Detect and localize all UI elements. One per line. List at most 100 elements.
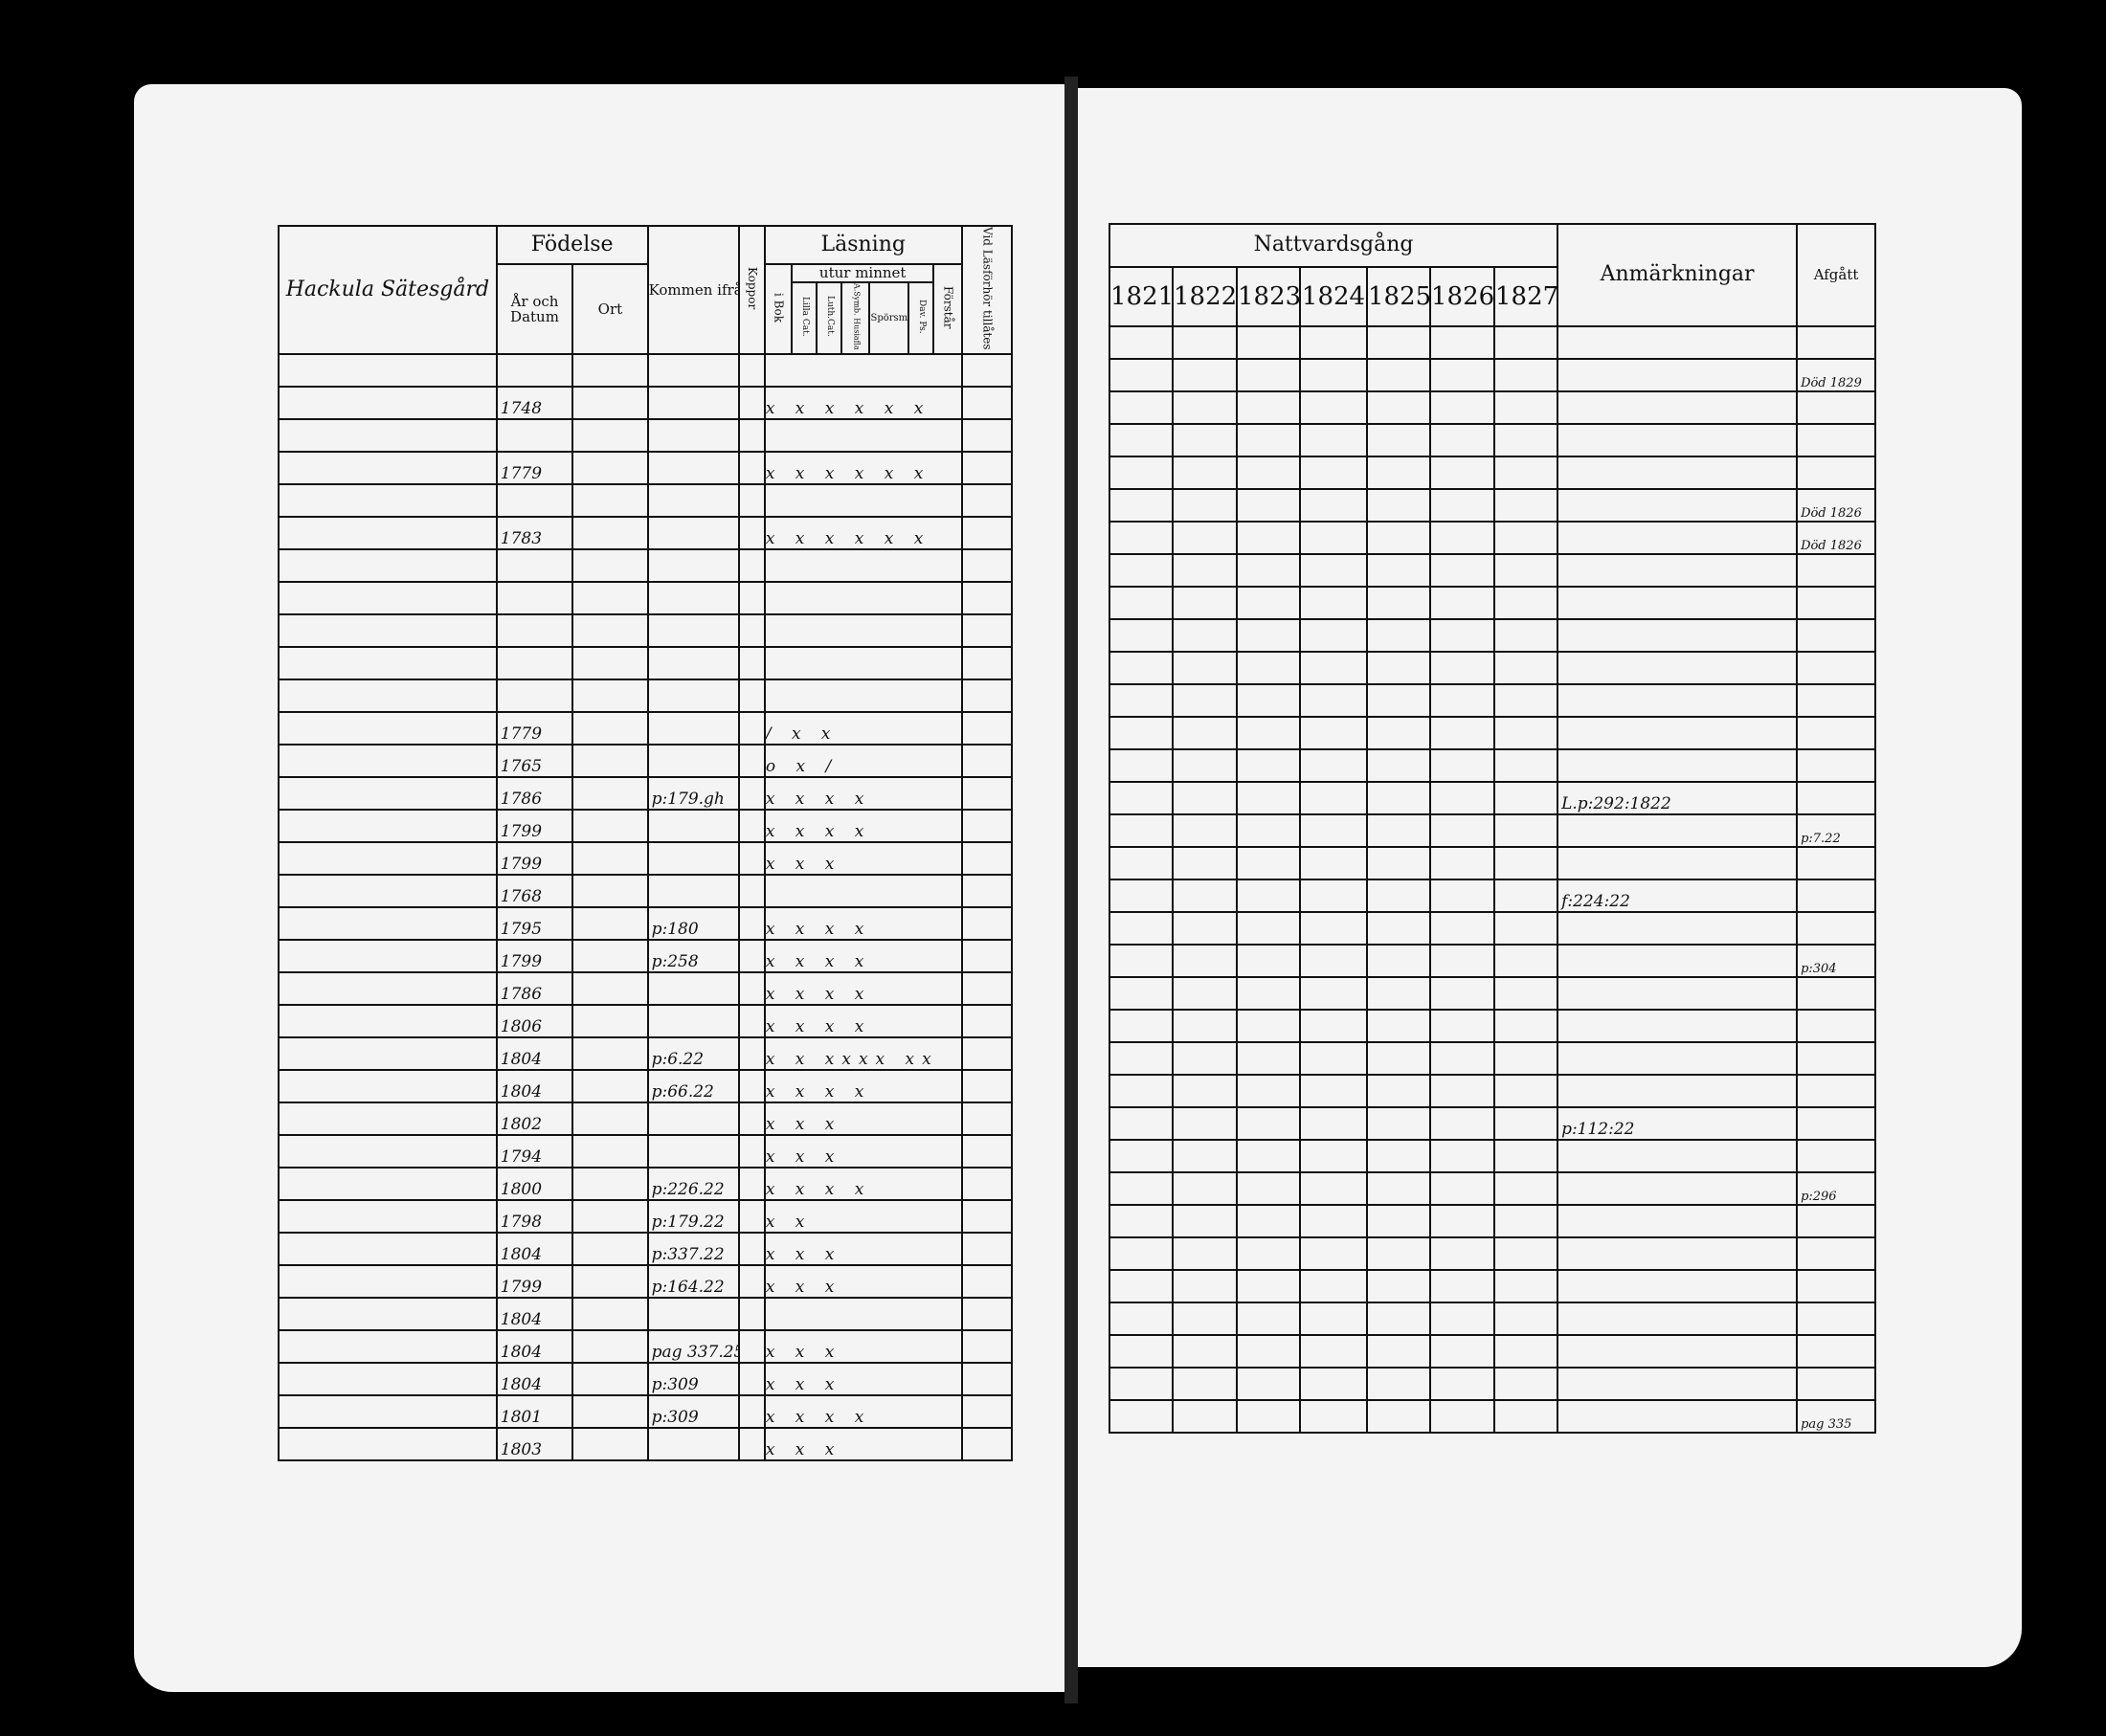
communion-cell (1109, 390, 1174, 425)
communion-cell (1236, 358, 1301, 392)
birth-place-cell (571, 1167, 649, 1202)
smallpox-cell (737, 386, 766, 421)
remarks-cell (1557, 1041, 1799, 1076)
reading-marks-cell (763, 548, 963, 584)
person-name-cell (278, 1167, 498, 1202)
remarks-cell (1557, 911, 1799, 946)
departed-cell (1796, 1204, 1877, 1238)
communion-cell (1366, 1139, 1431, 1173)
smallpox-cell (737, 939, 766, 974)
person-name-cell (278, 809, 498, 844)
communion-cell (1299, 618, 1368, 653)
person-name-cell (278, 1232, 498, 1267)
communion-cell (1172, 1106, 1238, 1141)
communion-cell (1236, 879, 1301, 913)
departed-cell: Död 1826 (1796, 521, 1877, 555)
departed-cell (1796, 1367, 1877, 1401)
communion-cell (1172, 1236, 1238, 1271)
communion-cell (1236, 423, 1301, 457)
person-name-cell (278, 1004, 498, 1039)
table-row: pag 335 (1109, 1399, 1877, 1434)
table-row (278, 613, 1014, 649)
table-row (1109, 1041, 1877, 1076)
departed-cell (1796, 618, 1877, 653)
communion-cell (1109, 846, 1174, 880)
communion-cell (1172, 1334, 1238, 1369)
table-row: p:112:22 (1109, 1106, 1877, 1141)
table-row (1109, 846, 1877, 880)
person-name-cell (278, 744, 498, 779)
communion-cell (1429, 521, 1495, 555)
table-row (278, 483, 1014, 519)
reading-marks-cell: x x x (763, 1362, 963, 1397)
birth-year-cell: 1765 (495, 744, 574, 779)
communion-cell (1236, 1009, 1301, 1043)
came-from-cell (646, 1004, 740, 1039)
smallpox-cell (737, 679, 766, 714)
reading-marks-cell: x x x x (763, 776, 963, 812)
table-row (1109, 1367, 1877, 1401)
table-row (1109, 976, 1877, 1011)
table-row (278, 646, 1014, 681)
person-name-cell (278, 613, 498, 649)
reading-marks-cell: x x x x (763, 1167, 963, 1202)
smallpox-cell (737, 516, 766, 551)
reading-marks-cell (763, 679, 963, 714)
birth-place-cell (571, 451, 649, 486)
communion-cell (1492, 846, 1559, 880)
birth-place-cell (571, 516, 649, 551)
table-row (1109, 618, 1877, 653)
birth-place-cell (571, 744, 649, 779)
birth-place-cell (571, 809, 649, 844)
communion-cell (1172, 488, 1238, 523)
communion-cell (1366, 1009, 1431, 1043)
in-book-header: i Bok (763, 262, 794, 356)
communion-cell (1236, 488, 1301, 523)
communion-cell (1172, 1041, 1238, 1076)
communion-cell (1492, 423, 1559, 457)
table-row: 1803 x x x (278, 1427, 1014, 1462)
departed-cell (1796, 553, 1877, 588)
communion-cell (1366, 1171, 1431, 1206)
communion-cell (1109, 781, 1174, 815)
communion-cell (1492, 1334, 1559, 1369)
table-row: L.p:292:1822 (1109, 781, 1877, 815)
smallpox-cell (737, 1134, 766, 1169)
departed-cell (1796, 1269, 1877, 1303)
person-name-cell (278, 1036, 498, 1072)
admitted-cell (960, 451, 1014, 486)
communion-cell (1492, 1367, 1559, 1401)
admitted-cell (960, 1394, 1014, 1430)
communion-cell (1236, 683, 1301, 718)
departed-cell: p:304 (1796, 944, 1877, 978)
reading-marks-cell: x x x x x x (763, 451, 963, 486)
communion-cell (1236, 716, 1301, 750)
communion-cell (1492, 944, 1559, 978)
communion-cell (1366, 1399, 1431, 1434)
communion-cell (1366, 586, 1431, 620)
person-name-cell (278, 451, 498, 486)
person-name-cell (278, 548, 498, 584)
birth-year-cell (495, 483, 574, 519)
table-row: 1799 x x x (278, 841, 1014, 877)
remarks-cell (1557, 976, 1799, 1011)
admitted-cell (960, 1069, 1014, 1104)
reading-marks-cell (763, 1297, 963, 1332)
birth-place-cell (571, 613, 649, 649)
communion-cell (1299, 1269, 1368, 1303)
person-name-cell (278, 711, 498, 746)
table-row (1109, 586, 1877, 620)
communion-cell (1366, 976, 1431, 1011)
communion-cell (1492, 1399, 1559, 1434)
communion-year-header: 1825 (1366, 266, 1431, 327)
table-row: Död 1826 (1109, 521, 1877, 555)
communion-cell (1236, 781, 1301, 815)
communion-cell (1109, 1106, 1174, 1141)
smallpox-cell (737, 1102, 766, 1137)
table-row (1109, 1269, 1877, 1303)
admitted-cell (960, 516, 1014, 551)
understanding-header: Förstår (932, 262, 963, 356)
birth-place-cell (571, 548, 649, 584)
communion-cell (1366, 846, 1431, 880)
remarks-cell: f:224:22 (1557, 879, 1799, 913)
